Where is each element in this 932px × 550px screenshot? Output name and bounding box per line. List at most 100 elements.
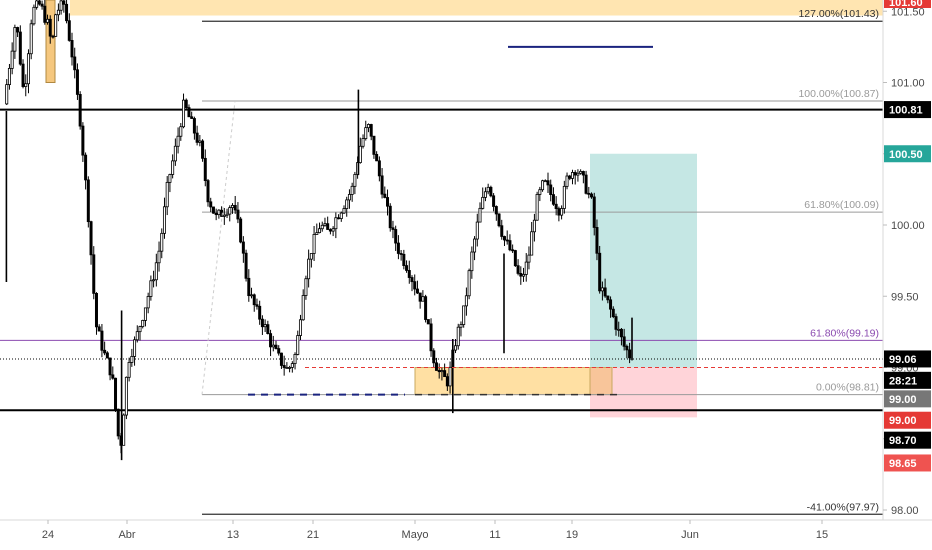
candle-body [478,207,482,223]
candle-body [288,367,292,369]
demand-zone-overlap [589,367,613,396]
candle-body [432,350,436,364]
candle-body [70,40,74,58]
candle-body [138,326,142,333]
candle-body [250,294,254,297]
candle-body [628,349,632,359]
candle-body [622,336,626,347]
candle-body [483,191,487,198]
candle-body [429,323,433,352]
candle-body [454,345,458,351]
candle-body [160,232,164,252]
candle-body [524,261,528,275]
annotations-layer [201,45,883,396]
candle-body [443,370,447,378]
candle-body [225,213,229,216]
position-profit-zone [590,153,697,368]
fib-level-label: -41.00%(97.97) [807,501,879,513]
candle-body [56,9,60,16]
candle-body [434,362,438,371]
candle-body [619,328,623,338]
y-tick-label: 101.00 [891,78,925,90]
candle-body [203,157,207,182]
fib-level-label: 127.00%(101.43) [798,8,879,20]
candle-body [301,295,305,321]
candle-body [18,31,22,65]
candle-body [595,227,599,254]
candle-body [168,174,172,183]
candle-body [353,174,357,187]
candle-body [62,0,66,5]
candle-body [271,344,275,348]
candle-body [111,374,115,379]
candle-body [285,367,289,369]
candle-body [84,154,88,181]
candle-body [522,274,526,277]
candle-body [535,194,539,221]
candle-body [127,361,131,378]
candle-body [337,217,341,220]
candle-body [304,278,308,296]
candle-body [239,218,243,243]
candle-body [184,99,188,108]
candle-body [424,296,428,320]
candle-body [418,292,422,302]
candle-body [29,23,33,55]
candle-body [266,324,270,334]
candle-body [617,328,621,331]
candle-body [162,206,166,234]
candle-body [396,242,400,254]
candle-body [182,99,186,128]
candle-body [565,175,569,187]
candle-body [67,20,71,41]
candle-body [24,83,28,87]
candle-body [445,376,449,387]
candle-body [421,296,425,302]
candle-body [32,6,36,25]
candle-body [51,35,55,38]
candle-body [581,171,585,176]
candle-body [165,181,169,208]
price-badge [884,454,931,472]
candle-body [606,295,610,301]
candle-body [10,50,14,69]
zones-layer [45,0,883,418]
candle-body [399,253,403,255]
price-badge [884,390,931,408]
candle-body [81,125,85,156]
price-badge-label: 99.00 [889,415,917,427]
candle-body [603,287,607,297]
fib-level-label: 61.80%(100.09) [804,199,879,211]
price-badge [884,411,931,429]
candle-body [244,252,248,279]
candle-body [407,270,411,278]
candle-body [108,357,112,376]
price-badge-label: 100.50 [889,149,923,161]
candle-body [75,69,79,95]
candle-body [309,253,313,260]
candle-body [198,140,202,143]
candle-body [209,201,213,208]
candle-body [334,217,338,230]
x-tick-label: 15 [816,529,828,541]
candle-body [475,221,479,240]
x-tick-label: Jun [681,529,699,541]
candle-body [375,153,379,162]
candle-body [65,3,69,22]
y-tick-label: 99.50 [891,291,919,303]
candle-body [192,118,196,134]
candle-body [97,326,101,332]
candle-body [13,27,17,52]
candle-body [320,224,324,230]
candle-body [364,127,368,139]
candle-body [579,171,583,174]
candle-body [282,365,286,368]
candle-body [546,180,550,186]
fib-level-label: 100.00%(100.87) [798,88,879,100]
x-tick-label: 11 [489,529,500,541]
levels-layer: 127.00%(101.43) 100.00%(100.87) 61.80%(100… [0,8,883,515]
candle-body [516,265,520,274]
x-tick-label: Mayo [402,529,429,541]
